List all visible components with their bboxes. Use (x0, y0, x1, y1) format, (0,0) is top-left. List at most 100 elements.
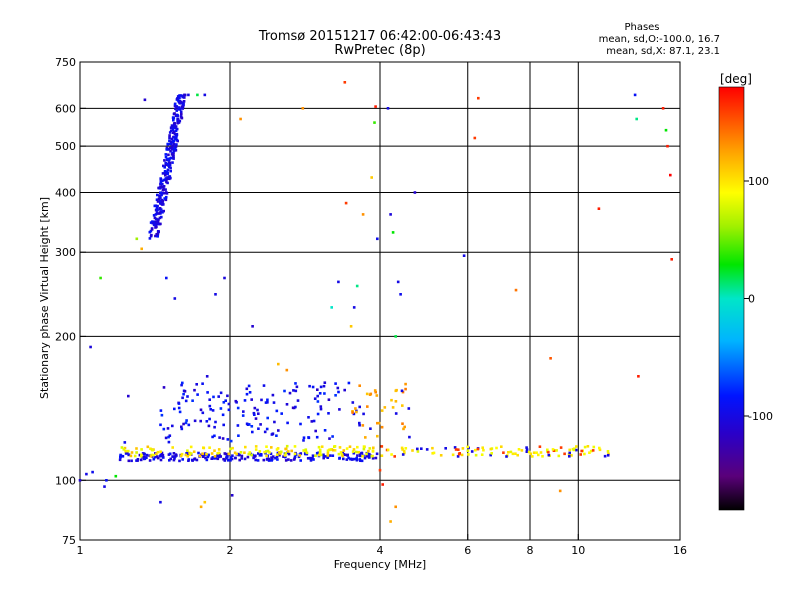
data-point (375, 394, 379, 397)
data-point (265, 445, 268, 448)
data-point (139, 458, 143, 462)
data-point (252, 456, 255, 460)
data-point (369, 427, 372, 430)
data-point (400, 446, 404, 450)
data-point (170, 137, 174, 141)
data-point (254, 458, 257, 462)
data-point (402, 449, 406, 453)
data-point (250, 453, 253, 457)
data-point (164, 177, 168, 180)
data-point (183, 96, 186, 99)
data-point (180, 105, 184, 108)
data-point (391, 406, 395, 409)
data-point (130, 459, 133, 463)
data-point (174, 129, 178, 132)
data-point (401, 422, 404, 425)
data-point (568, 448, 571, 452)
data-point (173, 297, 177, 300)
data-point (354, 450, 358, 454)
data-point (390, 453, 393, 456)
data-point (313, 397, 317, 400)
data-point (597, 207, 601, 210)
data-point (547, 453, 551, 457)
stats-line-o: mean, sd,O:-100.0, 16.7 (599, 34, 720, 45)
data-point (161, 183, 164, 186)
data-point (218, 436, 221, 439)
data-point (343, 453, 347, 457)
data-point (376, 421, 379, 425)
data-point (214, 420, 217, 424)
data-point (413, 191, 417, 194)
data-point (156, 204, 159, 208)
y-tick-label: 75 (62, 534, 76, 547)
data-point (289, 459, 293, 462)
data-point (166, 163, 170, 166)
data-point (171, 424, 174, 428)
data-point (572, 448, 576, 452)
data-point (182, 422, 185, 426)
data-point (268, 451, 271, 454)
data-point (328, 437, 331, 440)
data-point (183, 390, 187, 393)
data-point (176, 98, 180, 102)
data-point (311, 385, 315, 389)
data-point (168, 161, 172, 165)
data-point (579, 453, 582, 456)
y-tick-label: 600 (55, 102, 76, 115)
data-point (130, 451, 134, 454)
data-point (150, 233, 153, 237)
chart-texts: Tromsø 20151217 06:42:00-06:43:43 RwPret… (38, 22, 720, 571)
data-point (170, 153, 174, 156)
data-point (328, 454, 332, 457)
data-point (319, 405, 323, 408)
data-point (606, 450, 610, 453)
data-point (575, 448, 578, 452)
data-point (207, 453, 210, 457)
data-point (637, 375, 640, 378)
data-point (372, 446, 375, 450)
data-point (538, 445, 542, 448)
data-point (370, 454, 374, 458)
data-point (133, 454, 137, 458)
data-point (135, 237, 139, 241)
data-point (238, 453, 241, 457)
data-point (331, 448, 335, 452)
data-point (155, 198, 159, 201)
data-point (323, 392, 326, 395)
data-point (670, 258, 673, 261)
data-point (175, 138, 179, 142)
data-point (318, 448, 322, 452)
data-point (318, 450, 322, 454)
y-axis-label: Stationary phase Virtual Height [km] (38, 197, 51, 399)
data-point (568, 451, 571, 455)
data-point (218, 453, 221, 456)
data-point (362, 445, 366, 448)
data-point (376, 237, 379, 241)
data-point (338, 457, 341, 460)
data-point (290, 449, 293, 453)
data-point (529, 452, 532, 456)
data-point (173, 457, 176, 460)
data-point (380, 445, 384, 448)
data-point (213, 449, 216, 452)
data-point (181, 381, 184, 385)
data-point (198, 454, 202, 458)
data-point (152, 214, 156, 217)
data-point (168, 134, 171, 137)
data-point (168, 452, 172, 456)
data-point (174, 145, 178, 148)
data-point (275, 409, 279, 413)
data-point (214, 456, 218, 460)
data-point (156, 193, 159, 197)
data-point (156, 456, 160, 460)
data-point (537, 453, 540, 457)
data-point (159, 181, 163, 185)
data-point (195, 458, 199, 462)
data-point (342, 457, 345, 461)
data-point (193, 419, 197, 423)
data-point (307, 416, 310, 419)
data-point (217, 395, 220, 398)
data-point (245, 392, 249, 396)
data-point (381, 483, 384, 486)
data-point (270, 446, 273, 449)
